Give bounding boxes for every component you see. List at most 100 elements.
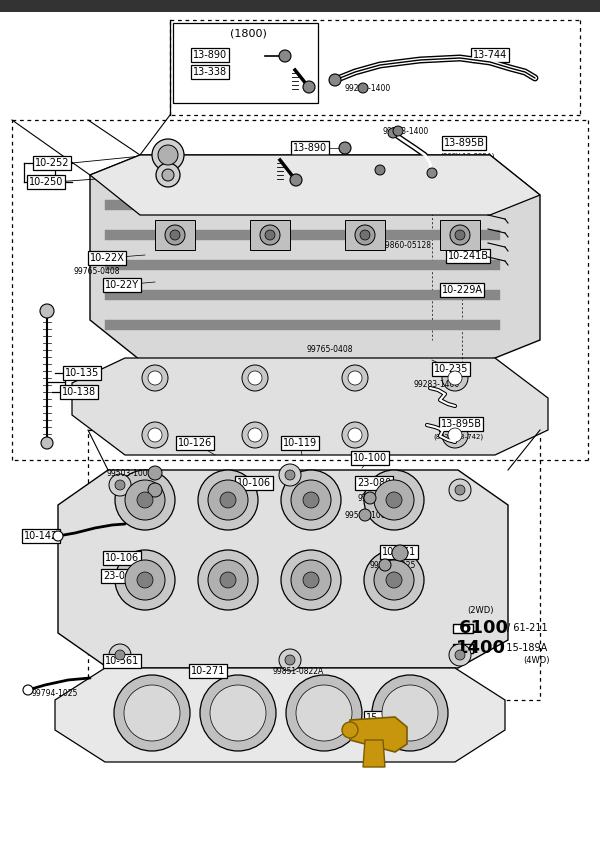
Polygon shape: [105, 290, 500, 300]
Circle shape: [374, 560, 414, 600]
Text: 13-338: 13-338: [226, 157, 260, 167]
Circle shape: [125, 560, 165, 600]
Text: 10-244: 10-244: [427, 175, 461, 185]
Text: 99283-1400: 99283-1400: [383, 126, 429, 136]
Circle shape: [162, 169, 174, 181]
Circle shape: [125, 480, 165, 520]
Text: (1800): (1800): [230, 28, 266, 38]
Circle shape: [279, 464, 301, 486]
Circle shape: [427, 168, 437, 178]
Circle shape: [364, 550, 424, 610]
Text: 10-106: 10-106: [237, 478, 271, 488]
Text: 10-235: 10-235: [434, 364, 468, 374]
Polygon shape: [105, 260, 500, 270]
Circle shape: [450, 225, 470, 245]
Circle shape: [382, 685, 438, 741]
Text: 99765-0408: 99765-0408: [74, 267, 120, 277]
Text: 10-135: 10-135: [65, 368, 99, 378]
Circle shape: [210, 685, 266, 741]
Circle shape: [448, 371, 462, 385]
Text: 10-561: 10-561: [105, 656, 139, 666]
Circle shape: [388, 128, 398, 138]
Circle shape: [281, 550, 341, 610]
Circle shape: [281, 470, 341, 530]
Text: 10-119: 10-119: [283, 438, 317, 448]
Text: 99765-0408: 99765-0408: [307, 345, 353, 353]
Circle shape: [455, 650, 465, 660]
Bar: [453, 644, 473, 653]
Circle shape: [285, 655, 295, 665]
Polygon shape: [90, 155, 540, 215]
Circle shape: [152, 139, 184, 171]
Circle shape: [137, 572, 153, 588]
Circle shape: [442, 422, 468, 448]
Circle shape: [248, 371, 262, 385]
Text: 13-895B: 13-895B: [443, 138, 485, 148]
Circle shape: [115, 550, 175, 610]
Circle shape: [348, 371, 362, 385]
Text: 99794-1025: 99794-1025: [370, 561, 416, 570]
Circle shape: [291, 480, 331, 520]
Circle shape: [148, 466, 162, 480]
Circle shape: [137, 492, 153, 508]
Circle shape: [53, 531, 63, 541]
Circle shape: [386, 572, 402, 588]
Circle shape: [364, 492, 376, 504]
Circle shape: [455, 485, 465, 495]
Circle shape: [296, 685, 352, 741]
Polygon shape: [440, 220, 480, 250]
Circle shape: [200, 675, 276, 751]
Text: (86SY-13-895A): (86SY-13-895A): [441, 153, 495, 159]
Text: 99283-1400: 99283-1400: [369, 165, 415, 175]
Circle shape: [375, 165, 385, 175]
Text: 99851-0822A: 99851-0822A: [272, 668, 323, 676]
Circle shape: [248, 428, 262, 442]
Text: 99503-1000J: 99503-1000J: [107, 469, 155, 477]
Polygon shape: [90, 155, 540, 360]
Polygon shape: [350, 717, 407, 752]
Circle shape: [23, 685, 33, 695]
Circle shape: [329, 74, 341, 86]
Text: 13-338: 13-338: [193, 67, 227, 77]
Circle shape: [208, 480, 248, 520]
Text: 1400: 1400: [456, 639, 506, 657]
Circle shape: [286, 675, 362, 751]
Text: 6100: 6100: [459, 619, 509, 637]
Text: 99283-1400: 99283-1400: [414, 379, 460, 389]
Text: 13-890: 13-890: [193, 50, 227, 60]
Circle shape: [148, 483, 162, 497]
Text: 10-126: 10-126: [178, 438, 212, 448]
Polygon shape: [55, 668, 505, 762]
Text: 99796-0835B: 99796-0835B: [357, 493, 409, 502]
Text: 10-250: 10-250: [29, 177, 63, 187]
Circle shape: [303, 572, 319, 588]
Polygon shape: [105, 230, 500, 240]
Circle shape: [342, 422, 368, 448]
Text: 13-744: 13-744: [473, 50, 507, 60]
Text: 10-252: 10-252: [35, 158, 69, 168]
Polygon shape: [105, 320, 500, 330]
Circle shape: [279, 649, 301, 671]
Text: (4WD): (4WD): [524, 656, 550, 664]
Text: 10-229A: 10-229A: [442, 285, 482, 295]
Polygon shape: [58, 470, 508, 668]
Circle shape: [40, 304, 54, 318]
Circle shape: [393, 126, 403, 136]
Circle shape: [355, 225, 375, 245]
Text: 13-890: 13-890: [293, 143, 327, 153]
Text: / 61-211: / 61-211: [506, 623, 547, 633]
Circle shape: [260, 225, 280, 245]
Bar: [453, 624, 473, 633]
Circle shape: [220, 572, 236, 588]
Circle shape: [372, 675, 448, 751]
Circle shape: [379, 559, 391, 571]
Circle shape: [170, 230, 180, 240]
Text: 10-106: 10-106: [105, 553, 139, 563]
Text: 99503-1000J: 99503-1000J: [344, 511, 394, 519]
Text: 10-138: 10-138: [62, 387, 96, 397]
Circle shape: [41, 437, 53, 449]
Circle shape: [290, 174, 302, 186]
Text: 10-561: 10-561: [382, 547, 416, 557]
Circle shape: [442, 365, 468, 391]
Text: 15-270: 15-270: [366, 713, 400, 723]
